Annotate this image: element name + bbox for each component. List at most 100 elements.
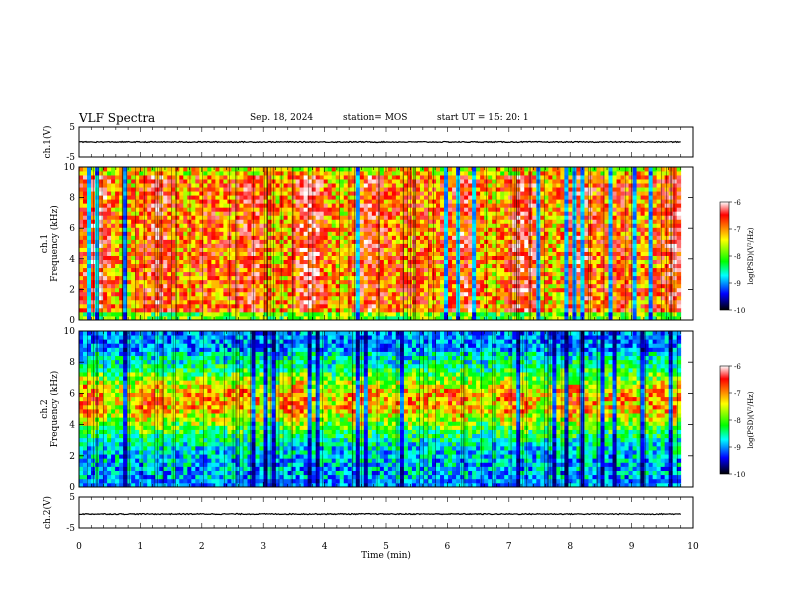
spectrogram-cell xyxy=(99,263,104,269)
spectrogram-cell xyxy=(323,191,329,196)
spectrogram-cell xyxy=(163,279,168,285)
spectrogram-cell xyxy=(488,227,493,232)
spectrogram-cell xyxy=(520,247,525,252)
spectrogram-cell xyxy=(524,247,529,252)
spectrogram-cell xyxy=(508,235,513,240)
spectrogram-cell xyxy=(604,271,609,277)
spectrogram-cell xyxy=(347,315,353,321)
spectrogram-cell xyxy=(311,255,317,261)
spectrogram-cell xyxy=(532,207,537,212)
spectrogram-cell xyxy=(472,291,477,297)
spectrogram-cell xyxy=(395,183,401,188)
spectrogram-cell xyxy=(275,263,280,269)
spectrogram-cell xyxy=(580,235,585,240)
spectrogram-cell xyxy=(448,223,453,228)
spectrogram-cell xyxy=(600,231,605,236)
spectrogram-cell xyxy=(91,207,96,212)
spectrogram-cell xyxy=(87,299,92,305)
spectrogram-cell xyxy=(319,219,325,224)
spectrogram-cell xyxy=(143,295,148,301)
spectrogram-cell xyxy=(295,303,301,309)
spectrogram-cell xyxy=(263,187,268,192)
spectrogram-cell xyxy=(492,255,497,261)
spectrogram-cell xyxy=(303,307,309,313)
spectrogram-cell xyxy=(151,311,156,317)
spectrogram-cell xyxy=(243,179,248,184)
spectrogram-cell xyxy=(135,187,140,192)
spectrogram-cell xyxy=(504,303,509,309)
spectrogram-cell xyxy=(195,247,200,252)
spectrogram-cell xyxy=(111,231,116,236)
spectrogram-cell xyxy=(191,215,196,220)
spectrogram-cell xyxy=(143,195,148,200)
spectrogram-cell xyxy=(452,175,457,180)
spectrogram-cell xyxy=(259,211,264,216)
spectrogram-cell xyxy=(103,223,108,228)
spectrogram-cell xyxy=(512,263,517,269)
spectrogram-cell xyxy=(496,183,501,188)
spectrogram-cell xyxy=(552,243,557,248)
spectrogram-cell xyxy=(151,223,156,228)
spectrogram-cell xyxy=(239,187,244,192)
spectrogram-cell xyxy=(231,283,236,289)
spectrogram-cell xyxy=(476,287,481,293)
spectrogram-cell xyxy=(231,195,236,200)
spectrogram-cell xyxy=(419,299,425,305)
spectrogram-cell xyxy=(239,303,244,309)
spectrogram-cell xyxy=(395,195,401,200)
spectrogram-cell xyxy=(367,315,373,321)
spectrogram-cell xyxy=(508,187,513,192)
spectrogram-cell xyxy=(568,247,573,252)
spectrogram-cell xyxy=(239,315,244,321)
spectrogram-cell xyxy=(107,219,112,224)
spectrogram-cell xyxy=(279,235,284,240)
spectrogram-cell xyxy=(355,255,361,261)
spectrogram-cell xyxy=(452,291,457,297)
spectrogram-cell xyxy=(472,307,477,313)
spectrogram-cell xyxy=(295,311,301,317)
spectrogram-cell xyxy=(536,291,541,297)
spectrogram-cell xyxy=(343,231,349,236)
spectrogram-cell xyxy=(476,311,481,317)
spectrogram-cell xyxy=(415,187,421,192)
spectrogram-cell xyxy=(432,259,437,265)
spectrogram-cell xyxy=(107,259,112,265)
spectrogram-cell xyxy=(111,279,116,285)
spectrogram-cell xyxy=(363,295,369,301)
spectrogram-cell xyxy=(295,227,301,232)
spectrogram-cell xyxy=(127,295,132,301)
spectrogram-cell xyxy=(520,231,525,236)
spectrogram-cell xyxy=(496,175,501,180)
spectrogram-cell xyxy=(540,231,545,236)
spectrogram-cell xyxy=(203,183,208,188)
spectrogram-cell xyxy=(195,195,200,200)
spectrogram-cell xyxy=(464,227,469,232)
spectrogram-cell xyxy=(119,315,124,321)
spectrogram-cell xyxy=(436,299,441,305)
spectrogram-cell xyxy=(592,227,597,232)
spectrogram-cell xyxy=(259,259,264,265)
spectrogram-cell xyxy=(239,271,244,277)
spectrogram-cell xyxy=(395,191,401,196)
spectrogram-cell xyxy=(564,267,569,273)
spectrogram-cell xyxy=(548,251,553,256)
spectrogram-cell xyxy=(496,215,501,220)
spectrogram-cell xyxy=(391,243,397,248)
spectrogram-cell xyxy=(375,211,381,216)
spectrogram-cell xyxy=(468,251,473,256)
spectrogram-cell xyxy=(375,299,381,305)
spectrogram-cell xyxy=(275,171,280,176)
spectrogram-cell xyxy=(323,187,329,192)
spectrogram-cell xyxy=(371,227,377,232)
spectrogram-cell xyxy=(275,223,280,228)
spectrogram-cell xyxy=(219,239,224,244)
spectrogram-cell xyxy=(243,247,248,252)
spectrogram-cell xyxy=(359,231,365,236)
spectrogram-cell xyxy=(460,199,465,204)
spectrogram-cell xyxy=(171,267,176,273)
spectrogram-cell xyxy=(167,271,172,277)
spectrogram-cell xyxy=(167,231,172,236)
spectrogram-cell xyxy=(127,199,132,204)
spectrogram-cell xyxy=(383,275,389,281)
spectrogram-cell xyxy=(223,235,228,240)
